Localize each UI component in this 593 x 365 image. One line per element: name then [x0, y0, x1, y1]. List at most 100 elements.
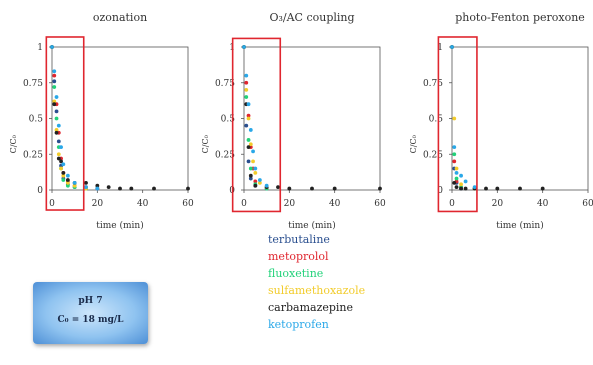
data-point-ketoprofen [72, 180, 77, 185]
data-point-ketoprofen [54, 95, 59, 99]
data-point-carbamazepine [459, 186, 463, 191]
data-point-sulfamethoxazole [59, 166, 63, 171]
data-point-fluoxetine [54, 116, 59, 121]
data-point-ketoprofen [264, 183, 269, 188]
x-tick-label: 0 [449, 199, 455, 209]
y-tick-label: 0.5 [221, 115, 236, 125]
x-tick-label: 0 [241, 199, 247, 209]
data-point-ketoprofen [452, 145, 457, 150]
data-point-fluoxetine [248, 166, 253, 171]
data-point-terbutaline [246, 159, 251, 164]
data-point-sulfamethoxazole [454, 166, 459, 171]
data-point-carbamazepine [152, 186, 156, 191]
data-point-carbamazepine [56, 156, 61, 161]
legend-item-terbutaline: terbutaline [268, 233, 330, 246]
data-point-carbamazepine [310, 186, 314, 191]
data-point-carbamazepine [518, 186, 522, 191]
y-tick-label: 0 [437, 186, 443, 196]
data-point-ketoprofen [253, 166, 258, 171]
data-point-metoprolol [246, 113, 251, 118]
data-point-metoprolol [253, 179, 258, 184]
data-point-carbamazepine [454, 185, 459, 190]
data-point-ketoprofen [472, 185, 477, 190]
data-point-terbutaline [52, 79, 57, 84]
y-tick-label: 0.25 [215, 150, 235, 160]
data-point-ketoprofen [56, 123, 61, 128]
data-point-sulfamethoxazole [54, 128, 59, 132]
data-point-terbutaline [54, 109, 59, 114]
x-tick-label: 40 [137, 199, 149, 209]
chart-panel-1: ozonation 0 0.25 0.5 0.75 1 0 20 40 60 time (min) C… [9, 11, 194, 231]
data-point-sulfamethoxazole [246, 116, 251, 121]
x-axis-label: time (min) [288, 220, 335, 231]
x-tick-label: 60 [182, 199, 194, 209]
data-point-fluoxetine [454, 176, 459, 181]
data-point-ketoprofen [244, 73, 249, 78]
data-point-ketoprofen [242, 45, 246, 49]
data-point-ketoprofen [454, 170, 459, 175]
data-point-terbutaline [248, 176, 253, 181]
x-tick-label: 40 [329, 199, 341, 209]
data-point-carbamazepine [118, 186, 122, 191]
data-point-carbamazepine [129, 186, 134, 191]
conditions-box: pH 7 C₀ = 18 mg/L [33, 282, 148, 344]
conditions-concentration: C₀ = 18 mg/L [57, 315, 124, 325]
plot-frame [451, 46, 589, 191]
data-point-ketoprofen [50, 45, 54, 49]
y-tick-label: 0.25 [423, 150, 443, 160]
data-point-metoprolol [244, 80, 249, 85]
highlight-box [231, 37, 282, 213]
data-point-ketoprofen [95, 186, 100, 191]
data-point-metoprolol [452, 159, 457, 164]
highlight-box [45, 36, 85, 211]
data-point-carbamazepine [84, 180, 88, 185]
data-point-sulfamethoxazole [251, 159, 255, 164]
y-axis-label: C/C₀ [9, 135, 18, 153]
y-axis-label: C/C₀ [201, 135, 210, 153]
data-point-ketoprofen [459, 173, 463, 178]
data-point-carbamazepine [54, 130, 59, 135]
data-point-sulfamethoxazole [459, 182, 463, 187]
y-tick-label: 0.25 [23, 150, 43, 160]
x-tick-label: 20 [284, 199, 296, 209]
plot-frame [243, 46, 381, 191]
data-point-sulfamethoxazole [56, 152, 61, 157]
data-point-carbamazepine [65, 178, 70, 182]
data-point-terbutaline [244, 123, 249, 128]
y-tick-label: 1 [37, 43, 43, 53]
data-point-sulfamethoxazole [61, 173, 66, 178]
data-point-carbamazepine [248, 173, 253, 178]
x-tick-label: 60 [374, 199, 386, 209]
highlight-box [437, 36, 478, 213]
legend-item-sulfamethoxazole: sulfamethoxazole [268, 284, 366, 297]
x-tick-label: 20 [492, 199, 504, 209]
data-point-ketoprofen [65, 173, 70, 178]
legend-item-metoprolol: metoprolol [268, 250, 329, 263]
data-point-ketoprofen [463, 179, 468, 184]
data-point-ketoprofen [84, 185, 88, 190]
data-point-carbamazepine [106, 185, 111, 190]
data-point-ketoprofen [59, 145, 63, 150]
data-point-carbamazepine [540, 186, 545, 191]
x-tick-label: 0 [49, 199, 55, 209]
y-tick-label: 0.75 [215, 79, 235, 89]
data-point-sulfamethoxazole [257, 180, 262, 185]
data-point-carbamazepine [95, 183, 100, 188]
data-point-sulfamethoxazole [65, 180, 70, 185]
x-axis-label: time (min) [496, 220, 543, 231]
data-point-ketoprofen [251, 149, 255, 154]
data-point-carbamazepine [463, 186, 468, 191]
data-point-carbamazepine [246, 145, 251, 150]
plot-frame [51, 46, 189, 191]
data-point-fluoxetine [246, 138, 251, 142]
data-point-carbamazepine [253, 183, 258, 188]
chart-title: O₃/AC coupling [269, 11, 354, 24]
chart-title: ozonation [93, 11, 147, 24]
data-point-sulfamethoxazole [253, 170, 258, 175]
data-point-carbamazepine [332, 186, 337, 191]
data-point-metoprolol [52, 73, 57, 78]
y-tick-label: 0.75 [423, 79, 443, 89]
data-point-carbamazepine [186, 186, 190, 191]
data-point-carbamazepine [378, 186, 382, 191]
data-point-ketoprofen [246, 102, 251, 107]
